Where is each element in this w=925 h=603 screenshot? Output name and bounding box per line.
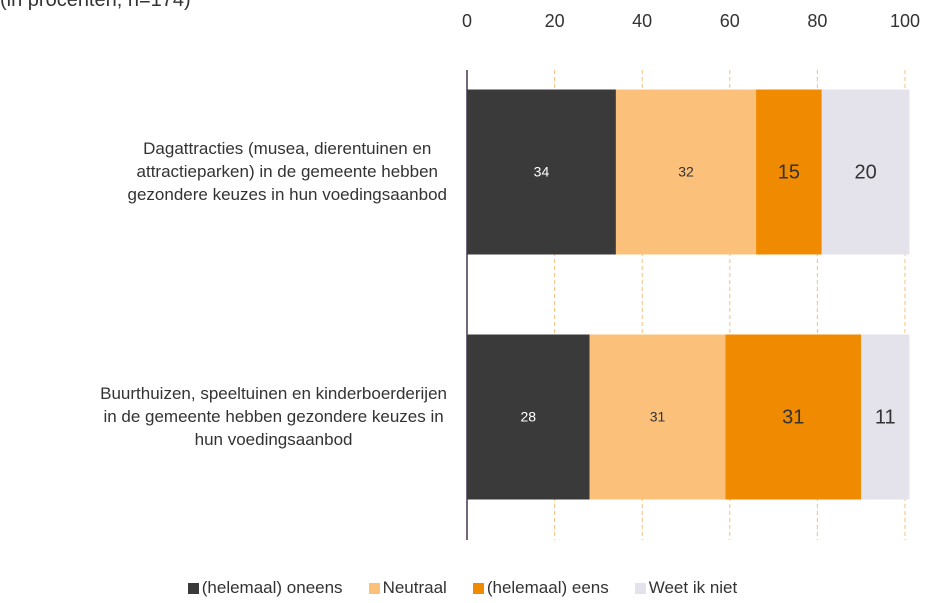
- bar-segment: [821, 89, 910, 255]
- legend-item: (helemaal) oneens: [187, 578, 343, 598]
- data-label: 32: [678, 164, 694, 180]
- x-tick-label: 40: [632, 11, 652, 31]
- category-label: Dagattracties (musea, dierentuinen en at…: [127, 139, 447, 204]
- data-label: 11: [875, 406, 896, 428]
- chart-subtitle: (in procenten, n=174): [0, 0, 191, 11]
- data-label: 34: [534, 164, 550, 180]
- bar-segment: [725, 334, 862, 500]
- x-tick-label: 20: [545, 11, 565, 31]
- bar-segment: [756, 89, 822, 255]
- x-tick-label: 0: [462, 11, 472, 31]
- x-tick-label: 60: [720, 11, 740, 31]
- bar-segment: [615, 89, 757, 255]
- legend: (helemaal) oneens Neutraal (helemaal) eens…: [0, 578, 925, 598]
- data-label: 31: [650, 409, 666, 425]
- legend-swatch: [472, 582, 484, 594]
- x-tick-label: 100: [890, 11, 920, 31]
- bar-segment: [589, 334, 726, 500]
- bar-segment: [861, 334, 910, 500]
- legend-label: Neutraal: [382, 578, 447, 597]
- legend-swatch: [187, 582, 199, 594]
- category-label: Buurthuizen, speeltuinen en kinderboerde…: [100, 384, 447, 449]
- legend-label: (helemaal) eens: [486, 578, 609, 597]
- data-label: 15: [778, 161, 800, 183]
- data-label: 20: [854, 161, 876, 183]
- legend-item: (helemaal) eens: [472, 578, 609, 598]
- legend-swatch: [368, 582, 380, 594]
- bar-segment: [467, 334, 590, 500]
- data-label: 28: [521, 409, 537, 425]
- legend-item: Weet ik niet: [634, 578, 738, 598]
- legend-item: Neutraal: [368, 578, 447, 598]
- legend-label: Weet ik niet: [648, 578, 738, 597]
- x-tick-label: 80: [807, 11, 827, 31]
- legend-swatch: [634, 582, 646, 594]
- bar-segment: [467, 89, 616, 255]
- legend-label: (helemaal) oneens: [201, 578, 343, 597]
- data-label: 31: [782, 406, 804, 428]
